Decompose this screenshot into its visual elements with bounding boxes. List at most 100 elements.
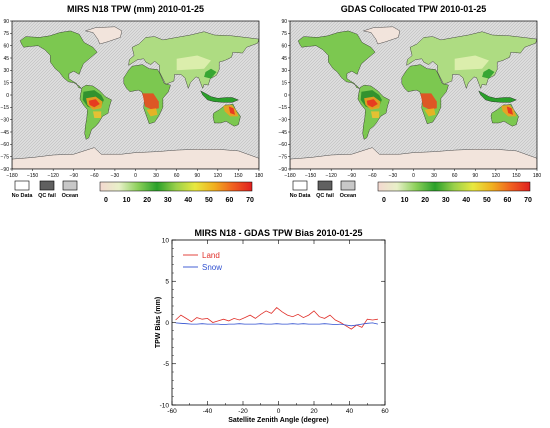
tpw-region [204, 68, 217, 79]
map-x-tick-label: −180 [284, 173, 295, 179]
map-y-tick-label: 0 [284, 93, 287, 99]
colorbar-tick-label: 10 [123, 197, 131, 204]
colorbar-tick-label: 60 [226, 197, 234, 204]
y-tick-label: 5 [165, 279, 169, 286]
tpw-region [88, 99, 100, 108]
map-x-tick-label: −60 [368, 173, 377, 179]
map-panel-1: MIRS N18 TPW (mm) 2010-01-25−180 −150 −120… [1, 4, 264, 204]
flag-swatch [14, 180, 30, 191]
flag-swatch [340, 180, 356, 191]
antarctica-shape [12, 147, 259, 169]
map-y-tick-label: −30 [279, 117, 288, 123]
indonesia-shape [200, 90, 239, 103]
bias-chart-title: MIRS N18 - GDAS TPW Bias 2010-01-25 [194, 228, 362, 238]
map-y-tick-label: 90 [3, 19, 9, 25]
map-x-tick-label: 0 [134, 173, 137, 179]
map-x-tick-label: −150 [27, 173, 38, 179]
map-y-tick-label: 15 [281, 80, 287, 86]
map-panel-2: GDAS Collocated TPW 2010-01-25−180 −150 −1… [279, 4, 542, 204]
map-y-tick-label: 75 [281, 31, 287, 37]
tpw-region [424, 108, 436, 117]
flag-legend-label: No Data [12, 193, 34, 199]
colorbar-tick-label: 30 [442, 197, 450, 204]
colorbar-tick-label: 0 [382, 197, 386, 204]
map-y-tick-label: 45 [3, 56, 9, 62]
flag-legend-label: QC fail [316, 193, 334, 199]
tpw-region [371, 111, 380, 118]
x-axis-label: Satellite Zenith Angle (degree) [228, 417, 328, 424]
colorbar-tick-label: 10 [401, 197, 409, 204]
y-tick-label: 10 [162, 237, 170, 244]
map-x-tick-label: 30 [431, 173, 437, 179]
x-tick-label: 60 [381, 408, 389, 415]
map-y-tick-label: 45 [281, 56, 287, 62]
colorbar-tick-label: 50 [205, 197, 213, 204]
tpw-region [142, 93, 159, 110]
colorbar [377, 181, 531, 192]
x-tick-label: 20 [310, 408, 318, 415]
map-x-tick-label: −30 [111, 173, 120, 179]
map-x-tick-label: 180 [533, 173, 542, 179]
colorbar [99, 181, 253, 192]
series-line-land [175, 307, 378, 330]
map-y-tick-label: 90 [281, 19, 287, 25]
map-x-tick-label: −120 [326, 173, 337, 179]
flag-swatch [39, 180, 55, 191]
bias-line-chart: MIRS N18 - GDAS TPW Bias 2010-01-25 -60 -4… [155, 228, 389, 424]
flag-legend-label: No Data [290, 193, 312, 199]
map-y-tick-label: −90 [1, 167, 10, 173]
colorbar-tick-label: 0 [104, 197, 108, 204]
map-x-tick-label: 150 [234, 173, 243, 179]
map-y-tick-label: −45 [279, 130, 288, 136]
map-y-tick-label: 15 [3, 80, 9, 86]
x-tick-label: -20 [238, 408, 248, 415]
legend-label-snow: Snow [202, 263, 222, 272]
flag-swatch [292, 180, 308, 191]
y-tick-label: -10 [160, 402, 170, 409]
map-x-tick-label: −90 [70, 173, 79, 179]
x-tick-label: 40 [346, 408, 354, 415]
colorbar-tick-label: 20 [421, 197, 429, 204]
indonesia-shape [478, 90, 517, 103]
map-x-tick-label: 120 [214, 173, 223, 179]
greenland-shape [362, 26, 401, 45]
map-y-tick-label: −90 [279, 167, 288, 173]
map-y-tick-label: −15 [1, 105, 10, 111]
flag-legend-label: Ocean [340, 193, 357, 199]
map-y-tick-label: −75 [1, 154, 10, 160]
map-y-tick-label: −60 [1, 142, 10, 148]
map-x-tick-label: 180 [255, 173, 264, 179]
x-tick-label: -60 [167, 408, 177, 415]
series-line-snow [175, 322, 378, 327]
map-y-tick-label: −60 [279, 142, 288, 148]
tpw-region [93, 111, 102, 118]
flag-legend-label: Ocean [62, 193, 79, 199]
map-y-tick-label: −75 [279, 154, 288, 160]
tpw-region [176, 55, 211, 71]
map-y-tick-label: −15 [279, 105, 288, 111]
map-x-tick-label: −150 [305, 173, 316, 179]
tpw-region [146, 108, 158, 117]
map-y-tick-label: 60 [3, 43, 9, 49]
tpw-region [366, 99, 378, 108]
colorbar-tick-label: 70 [246, 197, 254, 204]
colorbar-tick-label: 40 [184, 197, 192, 204]
map-y-tick-label: −30 [1, 117, 10, 123]
colorbar-tick-label: 60 [504, 197, 512, 204]
north-america-shape [297, 30, 376, 89]
y-axis-label: TPW Bias (mm) [155, 297, 162, 348]
tpw-region [454, 55, 489, 71]
flag-swatch [62, 180, 78, 191]
antarctica-shape [290, 147, 537, 169]
flag-legend-label: QC fail [38, 193, 56, 199]
map-x-tick-label: 60 [174, 173, 180, 179]
tpw-region [420, 93, 437, 110]
map-title: MIRS N18 TPW (mm) 2010-01-25 [67, 4, 204, 14]
map-x-tick-label: −120 [48, 173, 59, 179]
x-tick-label: 0 [277, 408, 281, 415]
y-tick-label: 0 [165, 320, 169, 327]
tpw-region [506, 106, 513, 115]
x-tick-label: -40 [203, 408, 213, 415]
greenland-shape [84, 26, 123, 45]
